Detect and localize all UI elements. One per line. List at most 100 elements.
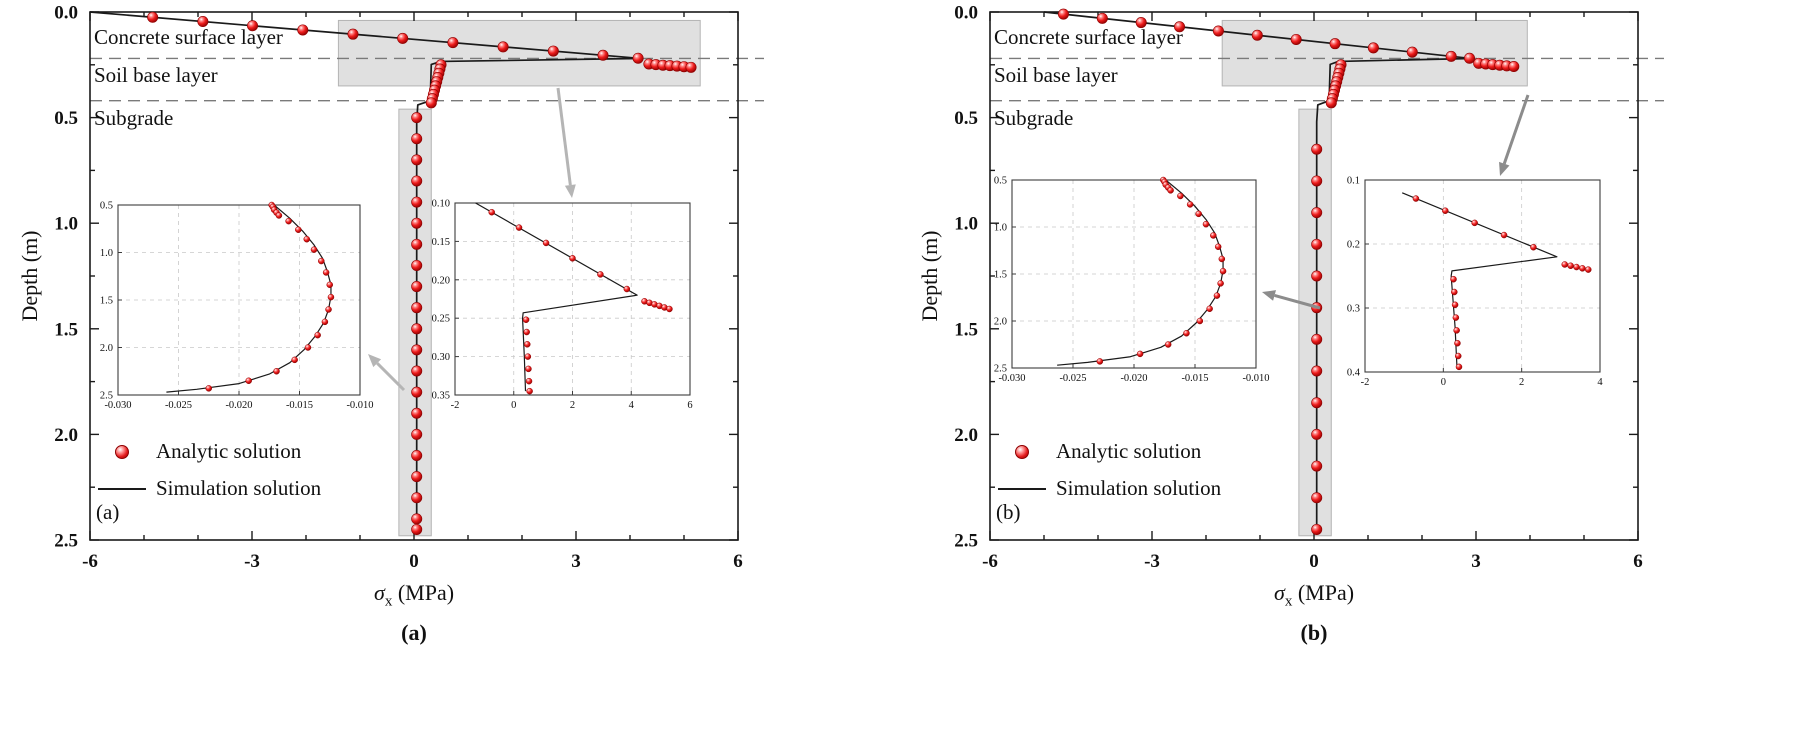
inset-x-tick-label: -0.020: [225, 400, 252, 411]
analytic-point: [1311, 428, 1323, 440]
inset-analytic-point: [1453, 327, 1460, 334]
inset-y-tick-label: 0.5: [994, 176, 1007, 187]
inset-y-tick-label: 0.35: [432, 391, 450, 402]
analytic-point: [411, 281, 423, 293]
inset-analytic-point: [1455, 363, 1463, 371]
inset-x-tick-label: -0.030: [104, 400, 131, 411]
inset-analytic-point: [318, 257, 325, 265]
analytic-point: [411, 112, 423, 124]
analytic-point: [411, 196, 423, 208]
inset-analytic-point: [542, 239, 550, 247]
analytic-point: [411, 323, 423, 335]
analytic-point: [411, 386, 423, 398]
inset-analytic-point: [1579, 265, 1586, 272]
inset-analytic-point: [1136, 350, 1144, 358]
inset-analytic-point: [1202, 220, 1210, 228]
analytic-point: [1406, 46, 1418, 58]
inset-x-tick-label: 0: [511, 400, 516, 411]
inset-y-tick-label: 0.15: [432, 237, 450, 248]
analytic-point: [411, 428, 423, 440]
inset-analytic-point: [1452, 314, 1460, 321]
sigma-symbol: σ: [1273, 580, 1285, 605]
analytic-point: [685, 61, 697, 73]
x-axis-label: σx (MPa): [1274, 580, 1354, 610]
layer-label-subgrade: Subgrade: [994, 106, 1074, 130]
analytic-point: [411, 154, 423, 166]
analytic-point: [1464, 52, 1476, 64]
analytic-point: [197, 16, 209, 28]
analytic-point: [597, 49, 609, 61]
zoom-arrow-head: [564, 184, 576, 198]
inset-analytic-point: [1177, 192, 1184, 200]
y-tick-label: 0.5: [54, 108, 78, 129]
analytic-point: [1445, 50, 1457, 62]
inset-analytic-point: [1561, 261, 1568, 268]
inset-analytic-point: [1206, 305, 1213, 313]
analytic-point: [1311, 238, 1323, 250]
inset-analytic-point: [1567, 262, 1574, 270]
inset-analytic-point: [303, 235, 311, 243]
inset-analytic-point: [245, 377, 252, 384]
inset-y-tick-label: 1.0: [994, 223, 1007, 234]
inset-analytic-point: [523, 328, 530, 336]
inset-x-tick-label: -0.015: [1181, 373, 1208, 384]
inset-analytic-point: [205, 385, 212, 392]
panel-caption: (a): [401, 620, 427, 645]
analytic-point: [1212, 25, 1224, 37]
inset-analytic-point: [1210, 232, 1217, 239]
y-tick-label: 0.5: [954, 108, 978, 129]
inset-analytic-point: [291, 356, 298, 364]
inset-analytic-point: [1451, 288, 1458, 296]
inset-analytic-point: [1585, 266, 1592, 273]
y-tick-label: 1.5: [54, 319, 78, 340]
analytic-point: [447, 37, 459, 49]
inset-analytic-point: [1573, 263, 1580, 271]
inset-analytic-point: [515, 224, 523, 231]
inset-analytic-point: [1213, 292, 1221, 299]
inset-analytic-point: [1195, 210, 1202, 218]
y-tick-label: 2.0: [954, 425, 978, 446]
x-tick-label: 0: [409, 551, 419, 572]
analytic-point: [411, 238, 423, 250]
analytic-marker: [994, 444, 1050, 459]
inset-x-tick-label: -0.010: [346, 400, 373, 411]
inset-x-tick-label: -0.020: [1120, 373, 1147, 384]
analytic-point: [1508, 60, 1520, 72]
panel-a: -6 -3 0 3 6 0.0 0.5 1.0 1.5 2.0 2.5 -0.030 -0.025 -0.…: [17, 3, 764, 645]
layer-label-concrete: Concrete surface layer: [994, 25, 1183, 49]
inset-y-tick-label: 0.30: [432, 352, 450, 363]
inset-x-tick-label: 2: [1519, 377, 1524, 388]
inset-analytic-point: [524, 341, 531, 348]
inset-analytic-point: [666, 305, 673, 313]
inset-analytic-point: [1442, 207, 1449, 214]
simulation-line-icon: [998, 487, 1046, 490]
highlight-region: [337, 19, 701, 87]
zoom-arrow: [376, 362, 406, 392]
analytic-point: [411, 471, 423, 483]
analytic-point: [1311, 175, 1323, 187]
y-tick-label: 1.0: [954, 214, 978, 235]
analytic-point: [411, 302, 423, 314]
inset-analytic-point: [314, 331, 321, 339]
inset-x-tick-label: -2: [451, 400, 460, 411]
analytic-point: [397, 32, 409, 44]
x-axis-unit: (MPa): [1292, 580, 1355, 605]
analytic-point: [411, 217, 423, 229]
analytic-point: [247, 20, 259, 32]
analytic-point: [547, 45, 559, 57]
inset-analytic-point: [525, 377, 533, 385]
inset-analytic-point: [326, 281, 333, 289]
analytic-point: [1311, 397, 1323, 409]
analytic-point: [411, 407, 423, 419]
inset-analytic-point: [1096, 358, 1104, 365]
y-tick-label: 0.0: [54, 3, 78, 24]
y-tick-label: 2.5: [54, 531, 78, 552]
y-tick-label: 1.0: [54, 214, 78, 235]
inset-analytic-point: [1219, 267, 1227, 275]
inset-analytic-point: [1164, 341, 1172, 348]
x-tick-label: 6: [733, 551, 743, 572]
analytic-point: [1174, 21, 1186, 33]
inset-y-tick-label: 1.5: [994, 270, 1007, 281]
inset-analytic-point: [522, 316, 530, 323]
